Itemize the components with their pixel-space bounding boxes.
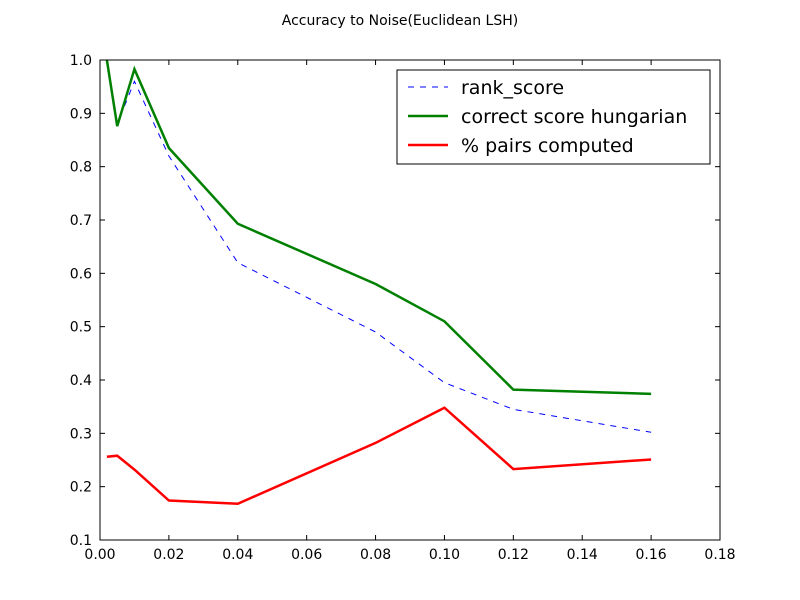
legend-label-2: correct score hungarian [461,106,687,128]
y-tick-label: 0.9 [70,106,92,122]
chart-title: Accuracy to Noise(Euclidean LSH) [282,13,518,29]
y-tick-label: 0.5 [70,320,92,336]
x-tick-label: 0.14 [567,547,598,563]
x-tick-label: 0.08 [360,547,391,563]
x-tick-label: 0.18 [704,547,735,563]
y-tick-label: 0.3 [70,426,92,442]
series-line-3 [106,406,652,505]
series-line-2 [105,60,652,396]
x-tick-label: 0.02 [153,547,184,563]
plot-frame [99,59,721,541]
y-tick-label: 0.7 [70,213,92,229]
plot-area [105,60,652,505]
y-tick-label: 0.8 [70,160,92,176]
axes: 0.00 0.02 0.04 0.06 0.08 0.10 0.12 0.14 0.16 0.18… [70,53,736,563]
x-tick-label: 0.16 [636,547,667,563]
y-tick-label: 0.1 [70,533,92,549]
x-tick-label: 0.00 [84,547,115,563]
x-tick-label: 0.12 [498,547,529,563]
x-tick-label: 0.10 [429,547,460,563]
x-tick-label: 0.06 [291,547,322,563]
legend-box [396,69,711,165]
y-tick-label: 1.0 [70,53,92,69]
y-tick-label: 0.6 [70,266,92,282]
y-tick-label: 0.4 [70,373,92,389]
x-tick-label: 0.04 [222,547,253,563]
legend-label-3: % pairs computed [461,135,634,157]
legend-label-1: rank_score [461,77,564,99]
y-tick-label: 0.2 [70,480,92,496]
